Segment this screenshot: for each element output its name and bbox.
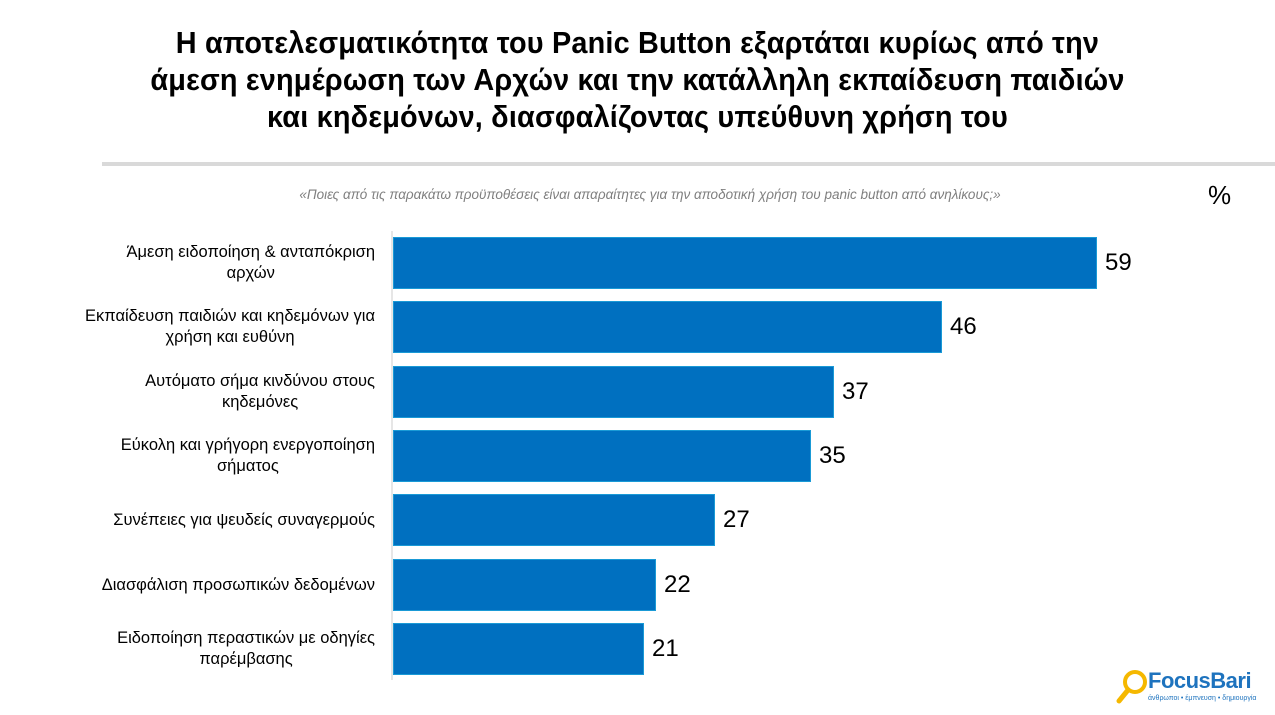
- bar-value-label: 27: [723, 506, 750, 533]
- bar: [393, 559, 656, 611]
- category-label: Διασφάλιση προσωπικών δεδομένων: [5, 559, 375, 611]
- title-line-3: και κηδεμόνων, διασφαλίζοντας υπεύθυνη χ…: [266, 99, 1008, 134]
- category-label-line-1: Διασφάλιση προσωπικών δεδομένων: [101, 575, 375, 594]
- category-label-text: Εύκολη και γρήγορη ενεργοποίηση σήματος: [121, 435, 375, 477]
- bar-value-label: 59: [1105, 249, 1132, 276]
- survey-question: «Ποιες από τις παρακάτω προϋποθέσεις είν…: [299, 187, 1001, 202]
- bar-row: Εκπαίδευση παιδιών και κηδεμόνων για χρήσ…: [0, 301, 1275, 353]
- title-separator: [102, 162, 1275, 166]
- bar-row: Άμεση ειδοποίηση & ανταπόκριση αρχών 59: [0, 237, 1275, 289]
- category-label-line-2: παρέμβασης: [199, 650, 293, 668]
- category-label-line-1: Εκπαίδευση παιδιών και κηδεμόνων για: [85, 307, 375, 325]
- title-line-1: Η αποτελεσματικότητα του Panic Button εξ…: [175, 25, 1100, 60]
- title-line-2: άμεση ενημέρωση των Αρχών και την κατάλλ…: [150, 62, 1125, 97]
- category-label-line-2: χρήση και ευθύνη: [165, 328, 295, 346]
- category-label-line-2: σήματος: [216, 457, 279, 475]
- slide-title: Η αποτελεσματικότητα του Panic Button εξ…: [45, 24, 1231, 135]
- category-label-text: Διασφάλιση προσωπικών δεδομένων: [102, 575, 375, 596]
- category-label: Εκπαίδευση παιδιών και κηδεμόνων για χρήσ…: [5, 301, 375, 353]
- category-label: Άμεση ειδοποίηση & ανταπόκριση αρχών: [5, 237, 375, 289]
- bar-row: Διασφάλιση προσωπικών δεδομένων 22: [0, 559, 1275, 611]
- category-label-line-1: Αυτόματο σήμα κινδύνου στους: [145, 372, 375, 390]
- bar-row: Ειδοποίηση περαστικών με οδηγίες παρέμβασ…: [0, 623, 1275, 675]
- bar-value-label: 22: [664, 571, 691, 598]
- bar: [393, 430, 811, 482]
- magnifier-icon: [1116, 670, 1147, 704]
- category-label-line-1: Συνέπειες για ψευδείς συναγερμούς: [113, 510, 375, 529]
- category-axis-line: [391, 231, 393, 680]
- category-label: Ειδοποίηση περαστικών με οδηγίες παρέμβασ…: [5, 623, 375, 675]
- category-label-text: Αυτόματο σήμα κινδύνου στους κηδεμόνες: [145, 371, 375, 413]
- bar-value-label: 21: [652, 635, 679, 662]
- bar-row: Συνέπειες για ψευδείς συναγερμούς 27: [0, 494, 1275, 546]
- category-label-line-2: αρχών: [226, 264, 275, 282]
- bar: [393, 366, 834, 418]
- category-label-line-1: Άμεση ειδοποίηση & ανταπόκριση: [126, 243, 375, 261]
- bar-value-label: 35: [819, 442, 846, 469]
- bar-row: Αυτόματο σήμα κινδύνου στους κηδεμόνες 37: [0, 366, 1275, 418]
- category-label-line-1: Ειδοποίηση περαστικών με οδηγίες: [117, 629, 375, 647]
- unit-label: %: [1208, 180, 1232, 210]
- logo-name: FocusBari: [1148, 668, 1252, 693]
- bar: [393, 237, 1097, 289]
- bar-value-label: 46: [950, 313, 977, 340]
- category-label-text: Συνέπειες για ψευδείς συναγερμούς: [113, 510, 375, 531]
- category-label-text: Ειδοποίηση περαστικών με οδηγίες παρέμβασ…: [117, 628, 375, 670]
- bar: [393, 494, 715, 546]
- bar-value-label: 37: [842, 378, 869, 405]
- logo-tagline: άνθρωποι • έμπνευση • δημιουργία: [1148, 695, 1257, 702]
- category-label-text: Άμεση ειδοποίηση & ανταπόκριση αρχών: [126, 242, 375, 284]
- category-label-line-1: Εύκολη και γρήγορη ενεργοποίηση: [120, 436, 375, 454]
- bar: [393, 301, 942, 353]
- focusbari-logo: FocusBari άνθρωποι • έμπνευση • δημιουργ…: [1116, 668, 1266, 708]
- category-label-text: Εκπαίδευση παιδιών και κηδεμόνων για χρήσ…: [85, 306, 375, 348]
- category-label: Συνέπειες για ψευδείς συναγερμούς: [5, 494, 375, 546]
- category-label: Εύκολη και γρήγορη ενεργοποίηση σήματος: [5, 430, 375, 482]
- category-label-line-2: κηδεμόνες: [221, 393, 299, 411]
- category-label: Αυτόματο σήμα κινδύνου στους κηδεμόνες: [5, 366, 375, 418]
- bar-row: Εύκολη και γρήγορη ενεργοποίηση σήματος 35: [0, 430, 1275, 482]
- bar: [393, 623, 644, 675]
